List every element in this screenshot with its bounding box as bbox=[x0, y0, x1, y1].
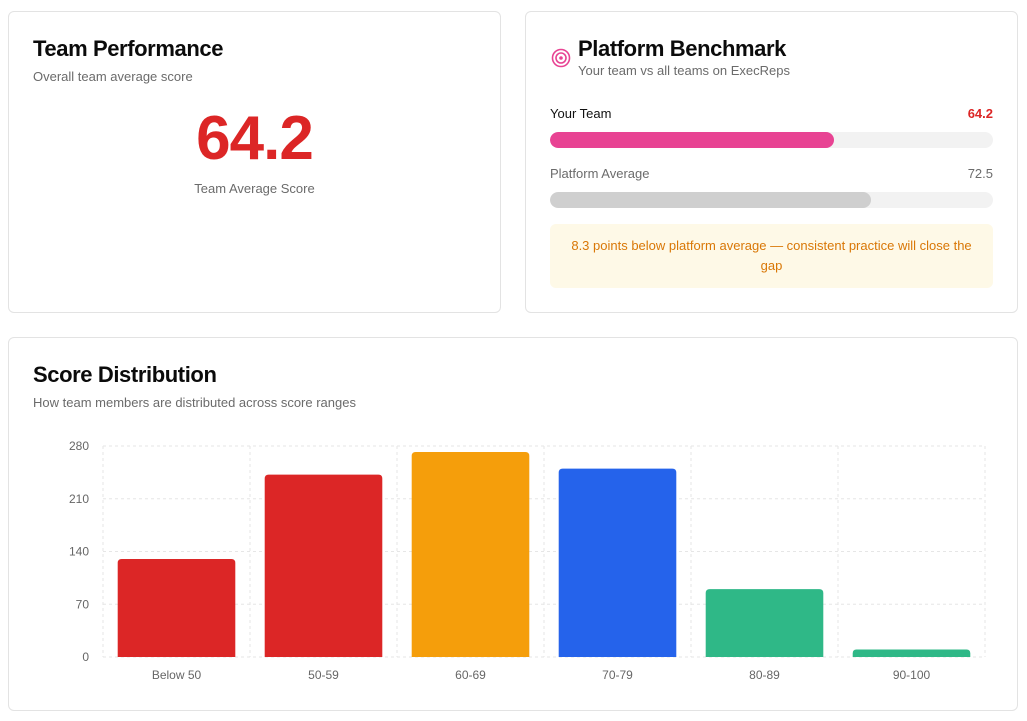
your-team-progress-fill bbox=[550, 132, 835, 148]
platform-average-progress-fill bbox=[550, 192, 872, 208]
score-distribution-title: Score Distribution bbox=[33, 362, 217, 387]
team-average-score: 64.2 bbox=[196, 104, 314, 173]
x-tick-label: 80-89 bbox=[749, 668, 780, 682]
your-team-label: Your Team bbox=[550, 106, 612, 121]
bar-90-100[interactable] bbox=[852, 649, 971, 657]
x-tick-label: 50-59 bbox=[308, 668, 339, 682]
score-distribution-subtitle: How team members are distributed across … bbox=[33, 395, 356, 410]
your-team-progress-track bbox=[550, 132, 993, 148]
bar-below-50[interactable] bbox=[117, 559, 236, 657]
platform-benchmark-title: Platform Benchmark bbox=[578, 36, 786, 61]
team-performance-card: Team Performance Overall team average sc… bbox=[8, 11, 501, 313]
y-tick-label: 280 bbox=[69, 439, 89, 453]
x-tick-label: 70-79 bbox=[602, 668, 633, 682]
bar-80-89[interactable] bbox=[705, 589, 824, 657]
platform-average-progress-track bbox=[550, 192, 993, 208]
bar-50-59[interactable] bbox=[264, 474, 383, 657]
platform-benchmark-card: Platform Benchmark Your team vs all team… bbox=[525, 11, 1018, 313]
x-tick-label: 60-69 bbox=[455, 668, 486, 682]
benchmark-note: 8.3 points below platform average — cons… bbox=[550, 224, 993, 288]
bar-70-79[interactable] bbox=[558, 468, 677, 657]
your-team-value: 64.2 bbox=[967, 106, 993, 121]
bar-60-69[interactable] bbox=[411, 452, 530, 657]
team-performance-title: Team Performance bbox=[33, 36, 224, 61]
platform-average-value: 72.5 bbox=[967, 166, 993, 181]
target-icon bbox=[551, 48, 571, 68]
team-performance-subtitle: Overall team average score bbox=[33, 69, 193, 84]
x-tick-label: Below 50 bbox=[152, 668, 202, 682]
platform-average-label: Platform Average bbox=[550, 166, 650, 181]
platform-benchmark-subtitle: Your team vs all teams on ExecReps bbox=[578, 63, 790, 78]
y-tick-label: 70 bbox=[76, 597, 90, 611]
score-distribution-chart: 0 70 140 210 280 Below 50 50-59 60-69 70-79 80-89… bbox=[69, 439, 986, 682]
team-average-score-label: Team Average Score bbox=[194, 181, 315, 196]
y-tick-label: 0 bbox=[82, 650, 89, 664]
x-tick-label: 90-100 bbox=[893, 668, 931, 682]
y-tick-label: 140 bbox=[69, 545, 89, 559]
score-distribution-card: Score Distribution How team members are … bbox=[8, 337, 1018, 711]
y-tick-label: 210 bbox=[69, 492, 89, 506]
